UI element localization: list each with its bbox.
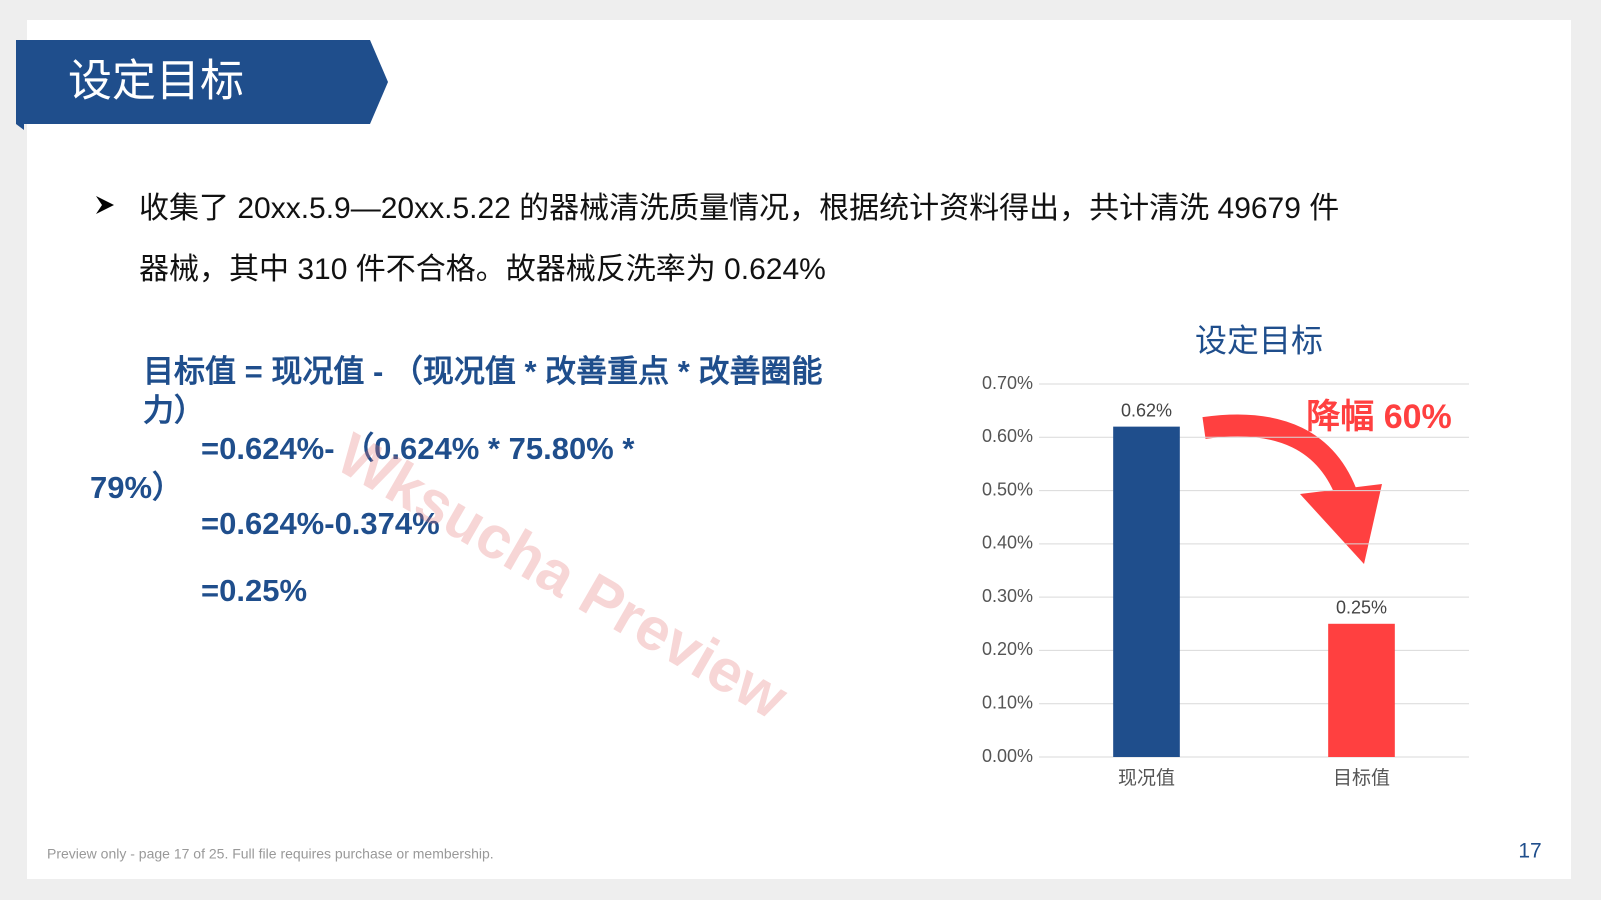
slide-title: 设定目标 xyxy=(68,57,244,106)
bar xyxy=(1328,623,1395,757)
footer-note: Preview only - page 17 of 25. Full file … xyxy=(47,846,494,862)
formula-line: =0.624%-0.374% xyxy=(201,506,440,541)
x-tick-label: 现况值 xyxy=(1118,767,1175,789)
bullet-line: 器械，其中 310 件不合格。故器械反洗率为 0.624% xyxy=(139,253,826,286)
y-tick-label: 0.30% xyxy=(982,586,1033,606)
annotation: 降幅 60% xyxy=(1306,398,1452,436)
y-tick-label: 0.10% xyxy=(982,692,1033,712)
bar xyxy=(1113,426,1180,757)
formula-line: =0.624%- （0.624% * 75.80% * xyxy=(201,431,635,466)
formula-line: 目标值 = 现况值 - （现况值 * 改善重点 * 改善圈能 xyxy=(143,354,822,389)
page-number: 17 xyxy=(1518,840,1541,863)
formula-line: 力） xyxy=(143,393,205,428)
y-tick-label: 0.50% xyxy=(982,479,1033,499)
y-tick-label: 0.60% xyxy=(982,426,1033,446)
y-tick-label: 0.40% xyxy=(982,533,1033,553)
formula-line: =0.25% xyxy=(201,573,307,608)
value-label: 0.62% xyxy=(1121,400,1172,420)
x-tick-label: 目标值 xyxy=(1333,767,1390,789)
bullet-arrow xyxy=(96,196,114,214)
y-tick-label: 0.00% xyxy=(982,746,1033,766)
formula-line: 79%） xyxy=(90,470,183,505)
chart-title: 设定目标 xyxy=(1195,322,1323,358)
bullet-line: 收集了 20xx.5.9—20xx.5.22 的器械清洗质量情况，根据统计资料得… xyxy=(139,192,1339,225)
title-banner xyxy=(16,40,388,130)
y-tick-label: 0.20% xyxy=(982,639,1033,659)
value-label: 0.25% xyxy=(1336,598,1387,618)
y-tick-label: 0.70% xyxy=(982,373,1033,393)
